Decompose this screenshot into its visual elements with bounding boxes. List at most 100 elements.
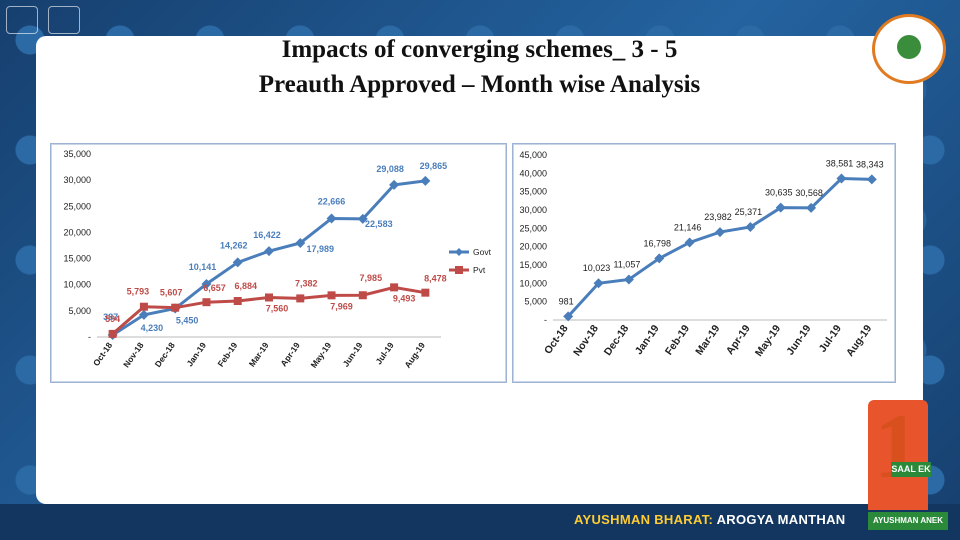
data-label-govt: 4,230	[141, 323, 164, 333]
legend-label-pvt: Pvt	[473, 265, 486, 275]
y-tick-label: 5,000	[524, 297, 547, 307]
slide-title-line2: Preauth Approved – Month wise Analysis	[258, 71, 701, 98]
header-logos	[6, 6, 80, 34]
data-point	[654, 253, 665, 264]
data-point	[684, 237, 695, 248]
data-label: 23,982	[704, 212, 732, 222]
y-tick-label: 45,000	[519, 150, 547, 160]
data-point	[265, 293, 273, 302]
data-point	[233, 297, 242, 306]
y-tick-label: 10,000	[519, 278, 547, 288]
x-tick-label: Nov-18	[571, 323, 601, 359]
data-label-govt: 22,583	[365, 219, 393, 229]
y-tick-label: 35,000	[63, 149, 91, 159]
data-point	[232, 257, 243, 268]
data-label: 38,581	[826, 159, 854, 169]
x-tick-label: Jun-19	[784, 323, 813, 358]
y-tick-label: 5,000	[68, 306, 91, 316]
data-label-govt: 17,989	[307, 244, 335, 254]
slide-title-line1: Impacts of converging schemes_ 3 - 5	[281, 36, 678, 63]
data-point	[593, 278, 604, 289]
data-point	[806, 202, 817, 213]
footer-bar	[0, 504, 960, 540]
data-label: 30,568	[795, 188, 823, 198]
x-tick-label: Jul-19	[373, 340, 395, 366]
x-tick-label: Jun-19	[341, 340, 365, 368]
x-tick-label: Apr-19	[724, 323, 753, 357]
data-point	[836, 173, 847, 184]
data-label-pvt: 6,884	[234, 281, 257, 291]
x-tick-label: Apr-19	[278, 340, 302, 368]
x-tick-label: May-19	[308, 340, 333, 370]
data-point	[745, 221, 756, 232]
data-label-govt: 29,865	[420, 161, 448, 171]
y-tick-label: 10,000	[63, 280, 91, 290]
ayushman-anek-label: AYUSHMAN ANEK	[868, 512, 948, 530]
legend-marker-govt	[455, 248, 463, 256]
data-label-pvt: 7,985	[360, 273, 383, 283]
x-tick-label: Mar-19	[693, 323, 722, 358]
data-label: 30,635	[765, 188, 793, 198]
chart-govt-pvt: - 5,000 10,000 15,000 20,000 25,000 30,000 35,0…	[63, 149, 492, 370]
data-label-govt: 14,262	[220, 240, 248, 250]
y-tick-label: 20,000	[63, 227, 91, 237]
y-tick-label: 25,000	[63, 201, 91, 211]
data-point	[775, 202, 786, 213]
saal-ek-label: SAAL EK	[891, 462, 931, 477]
data-label-pvt: 594	[105, 314, 120, 324]
chart-panel-govt-pvt: - 5,000 10,000 15,000 20,000 25,000 30,000 35,0…	[50, 143, 507, 383]
y-tick-label: 30,000	[63, 175, 91, 185]
x-tick-label: Oct-18	[91, 340, 115, 368]
saal-ek-badge: 1	[868, 400, 928, 510]
data-label: 981	[559, 296, 574, 306]
data-label-govt: 16,422	[253, 230, 281, 240]
data-label-pvt: 7,382	[295, 278, 318, 288]
data-label-govt: 22,666	[318, 196, 346, 206]
data-point	[171, 303, 180, 312]
data-label: 38,343	[856, 159, 884, 169]
data-label-govt: 10,141	[189, 262, 217, 272]
data-point	[866, 174, 877, 185]
x-tick-label: Oct-18	[542, 323, 571, 357]
pmjay-logo-icon	[872, 14, 946, 84]
x-tick-label: Nov-18	[121, 340, 146, 369]
data-label-pvt: 8,478	[424, 274, 447, 284]
legend-label-govt: Govt	[473, 247, 492, 257]
legend-marker-pvt	[455, 266, 463, 274]
data-label: 21,146	[674, 222, 702, 232]
series-line	[567, 177, 872, 318]
x-tick-label: Feb-19	[663, 323, 692, 358]
data-label: 11,057	[613, 259, 640, 269]
data-point	[295, 237, 306, 248]
data-point	[357, 213, 368, 224]
data-point	[420, 175, 431, 186]
data-label-pvt: 5,793	[127, 287, 150, 297]
y-tick-label: 15,000	[519, 260, 547, 270]
data-label-govt: 5,450	[176, 316, 199, 326]
nha-logo-icon	[6, 6, 38, 34]
x-tick-label: Dec-18	[602, 323, 632, 358]
data-point	[296, 294, 305, 303]
data-point	[139, 302, 148, 311]
y-tick-label: 25,000	[519, 223, 547, 233]
data-point	[623, 274, 634, 285]
data-point	[264, 246, 274, 257]
x-tick-label: Jan-19	[184, 340, 208, 368]
x-tick-label: Jan-19	[633, 323, 662, 357]
y-tick-label: 40,000	[519, 168, 547, 178]
data-label-pvt: 7,969	[330, 301, 353, 311]
footer-brand-part2: AROGYA MANTHAN	[716, 512, 846, 527]
data-label-pvt: 9,493	[393, 293, 416, 303]
data-label-govt: 387	[103, 312, 118, 322]
data-point	[421, 288, 430, 297]
data-label: 16,798	[644, 238, 672, 248]
chart-panel-total: - 5,000 10,000 15,000 20,000 25,000 30,000 35,0…	[512, 143, 896, 383]
data-point	[390, 283, 399, 292]
data-point	[563, 311, 574, 322]
data-point	[327, 291, 336, 300]
x-tick-label: Dec-18	[153, 340, 177, 369]
data-point	[138, 309, 149, 320]
x-tick-label: May-19	[753, 323, 783, 359]
data-label: 10,023	[583, 263, 611, 273]
footer-brand: AYUSHMAN BHARAT: AROGYA MANTHAN	[574, 512, 845, 527]
